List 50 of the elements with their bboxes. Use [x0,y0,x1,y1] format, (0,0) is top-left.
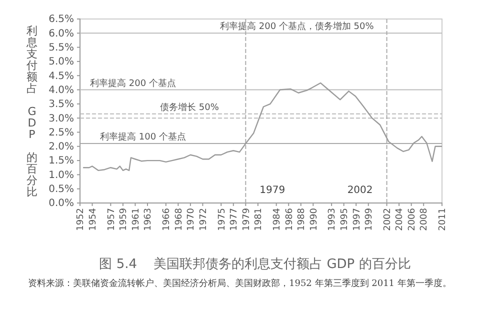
y-tick-label: 2.0% [48,142,74,153]
x-tick-label: 2011 [438,208,448,231]
x-tick-label: 1954 [88,208,98,231]
y-tick-label: 4.0% [48,84,74,96]
y-tick-label: 0.5% [48,184,74,196]
y-tick-label: 5.5% [48,42,74,54]
ref-line-label: 利率提高 100 个基点 [100,132,186,143]
x-tick-label: 1957 [106,208,117,231]
x-tick-label: 1979 [242,208,252,231]
ref-line-label: 债务增长 50% [160,102,220,113]
y-tick-label: 3.0% [48,113,74,124]
x-tick-label: 1952 [76,208,86,231]
x-tick-label: 1966 [162,208,172,231]
x-tick-label: 2008 [420,208,430,231]
x-tick-label: 1997 [352,208,362,231]
x-tick-label: 1975 [217,208,228,231]
x-tick-label: 1961 [131,208,142,231]
y-tick-label: 3.5% [48,99,74,110]
x-tick-label: 1981 [254,208,264,231]
x-tick-label: 2002 [382,208,393,231]
x-tick-label: 1999 [364,208,375,231]
y-tick-label: 6.5% [48,14,74,26]
x-tick-label: 1993 [328,208,338,231]
x-tick-label: 1988 [297,208,308,231]
x-tick-label: 1959 [119,208,130,231]
x-tick-label: 1968 [174,208,184,231]
y-tick-label: 2.5% [48,127,74,138]
x-tick-label: 1970 [186,208,197,231]
y-tick-label: 4.5% [48,70,74,82]
x-tick-label: 1990 [309,208,320,231]
ref-line-label: 1979 [260,185,286,196]
text: 利息支付额占 GDP 的百分比 [26,24,38,198]
ref-line-label: 利率提高 200 个基点，债务增加 50% [220,21,374,32]
text: 资料来源：美联储资金流转帐户、美国经济分析局、美国财政部，1952 年第三季度到 2011 年第一季度。 [28,278,452,291]
x-tick-label: 1984 [272,208,282,231]
x-tick-label: 1986 [284,208,295,231]
ref-line-label: 利率提高 200 个基点 [90,78,176,89]
x-tick-label: 1963 [144,208,154,231]
x-tick-label: 1972 [198,208,209,231]
x-tick-label: 2004 [395,208,406,231]
text: 图 5.4 美国联邦债务的利息支付额占 GDP 的百分比 [99,256,411,272]
y-tick-label: 6.0% [48,28,74,40]
y-tick-label: 1.5% [48,156,74,167]
x-tick-label: 2006 [407,208,418,231]
y-tick-label: 5.0% [48,56,74,68]
y-tick-label: 1.0% [48,170,74,181]
ref-line-label: 2002 [347,185,373,196]
x-tick-label: 1995 [340,208,350,231]
y-tick-label: 0.0% [48,198,74,210]
x-tick-label: 1977 [230,208,240,231]
